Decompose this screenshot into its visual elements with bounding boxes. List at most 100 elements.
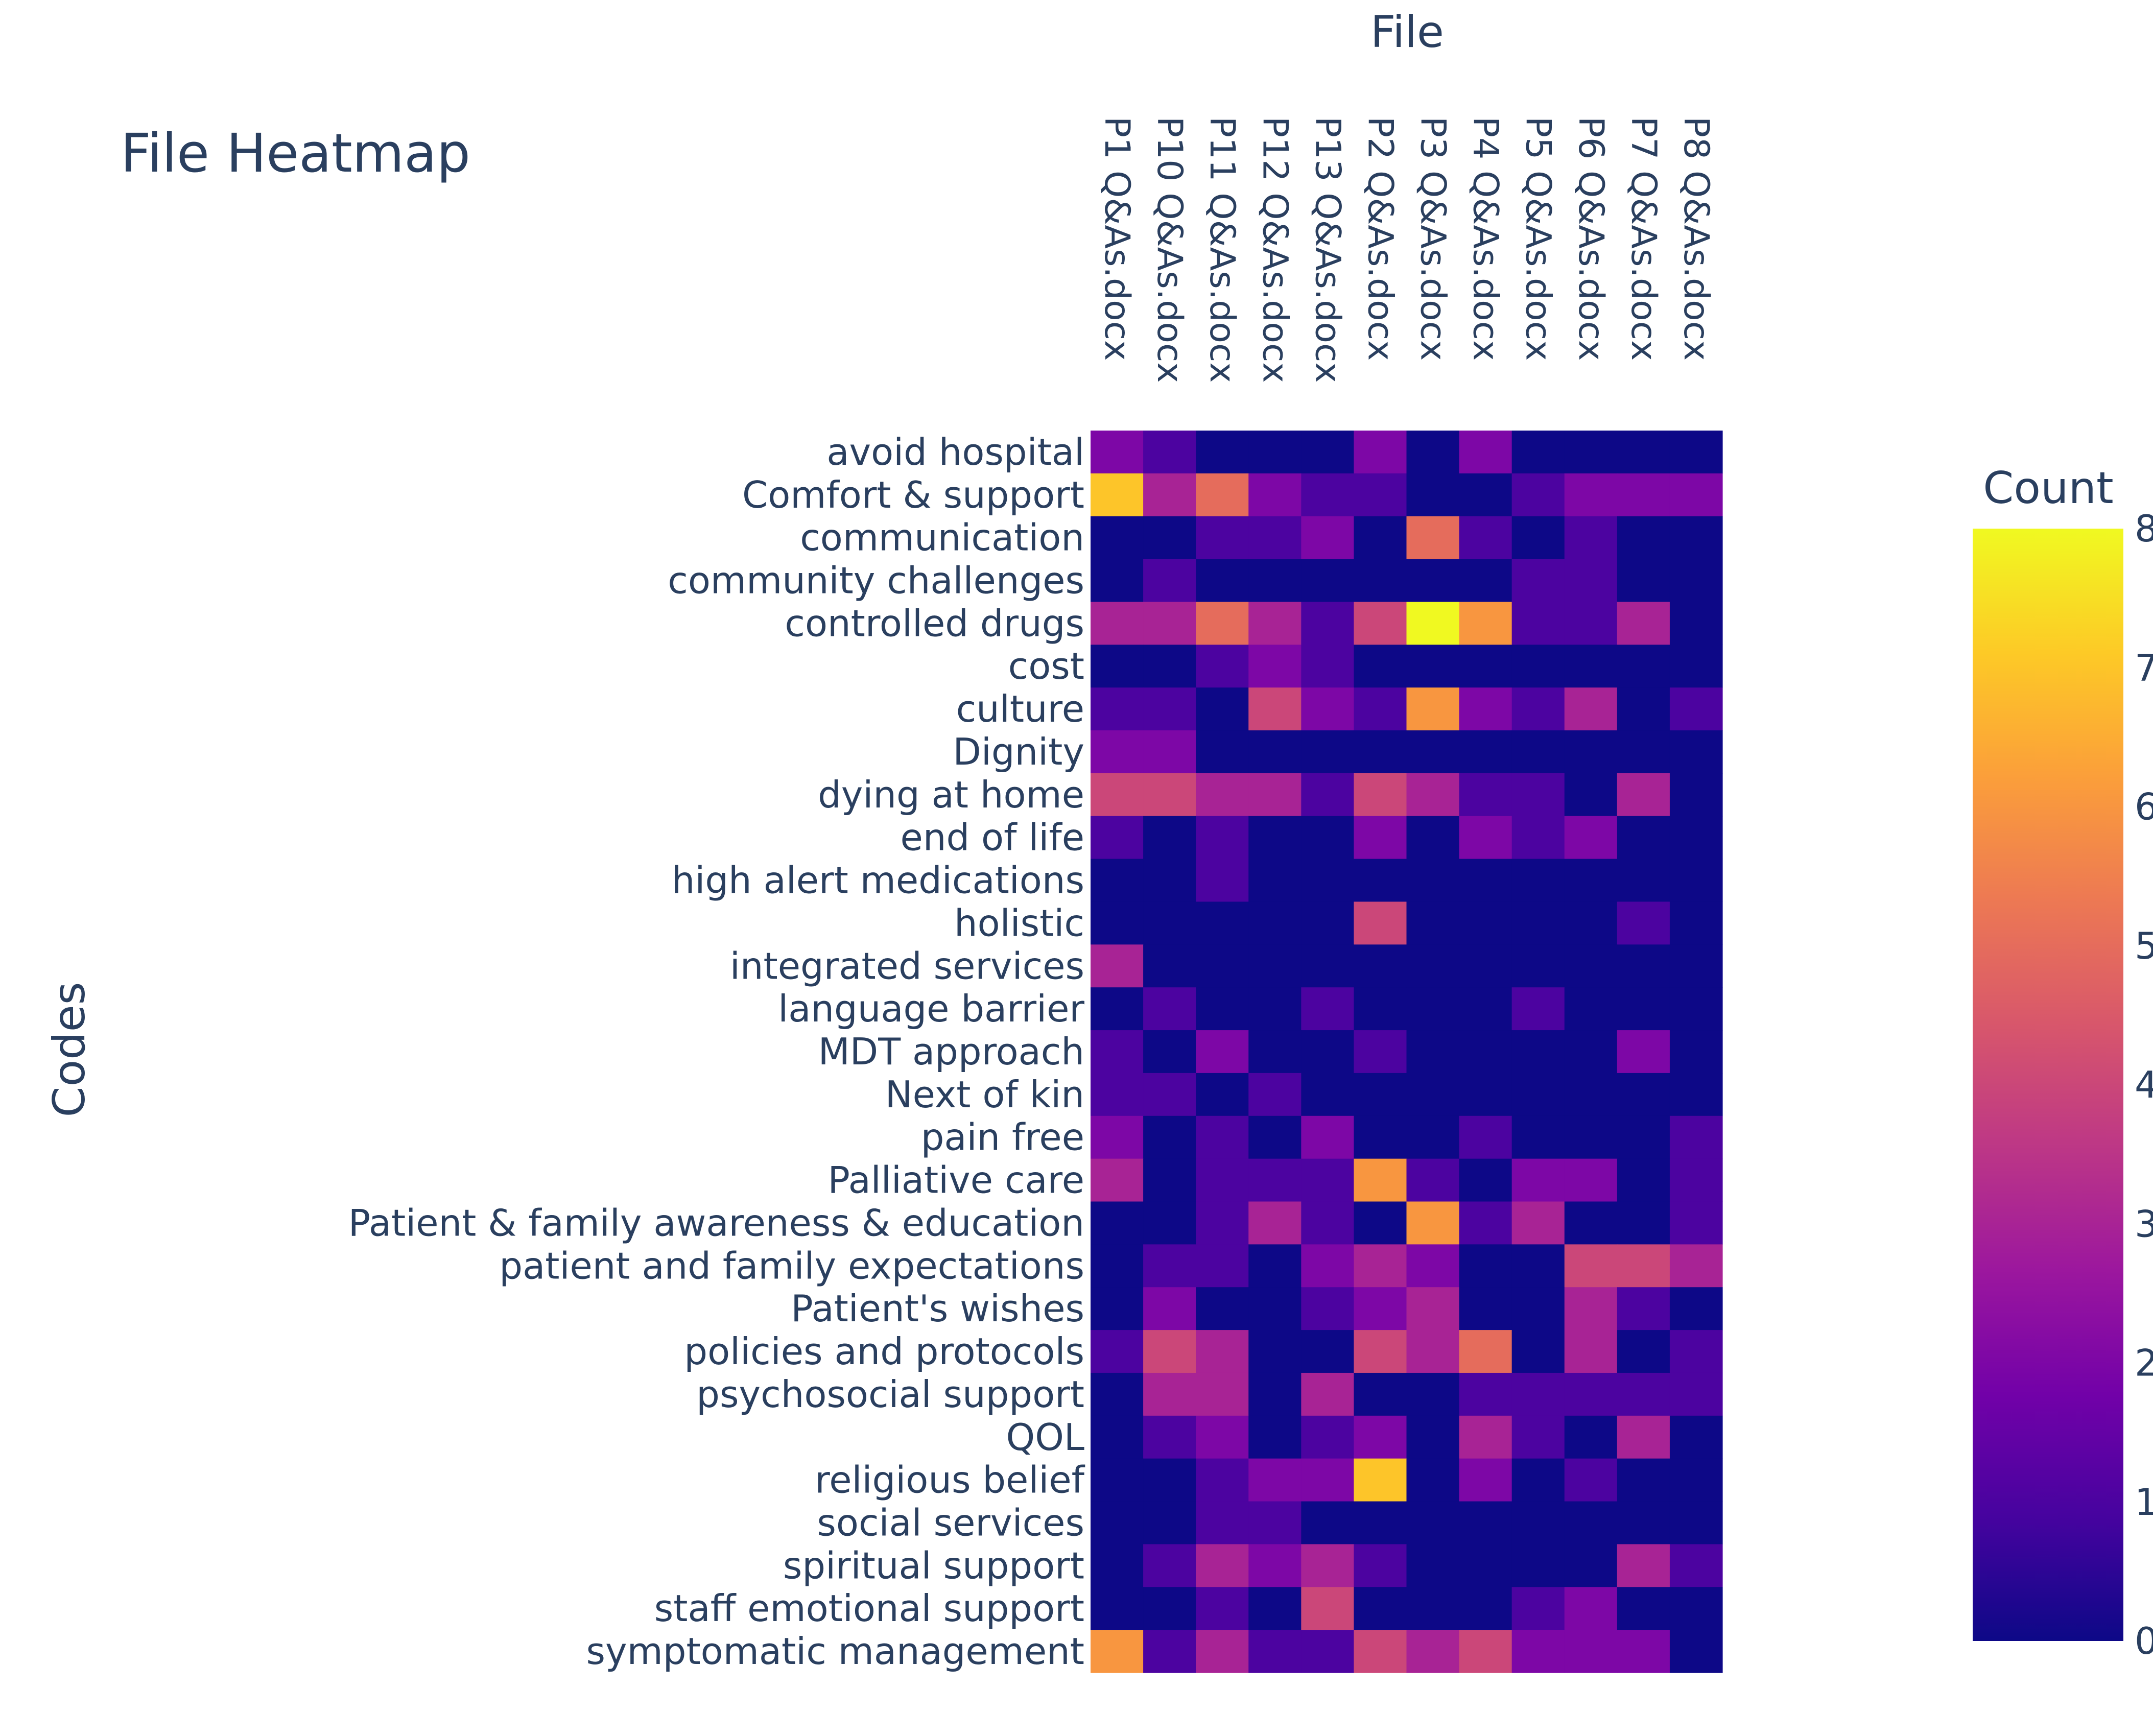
heatmap-cell <box>1406 1201 1460 1245</box>
heatmap-cell <box>1143 1630 1196 1673</box>
y-tick-label: staff emotional support <box>654 1587 1084 1630</box>
heatmap-cell <box>1143 987 1196 1031</box>
heatmap-cell <box>1459 645 1512 688</box>
heatmap-cell <box>1669 1158 1723 1202</box>
heatmap-cell <box>1091 602 1144 645</box>
heatmap-cell <box>1248 1158 1302 1202</box>
heatmap-cell <box>1091 687 1144 731</box>
heatmap-cell <box>1301 816 1355 860</box>
heatmap-cell <box>1301 1458 1355 1502</box>
heatmap-cell <box>1248 1372 1302 1416</box>
heatmap-cell <box>1617 1330 1670 1373</box>
heatmap-cell <box>1511 1330 1565 1373</box>
heatmap-cell <box>1248 1244 1302 1288</box>
y-tick-label: spiritual support <box>783 1544 1084 1587</box>
heatmap-cell <box>1406 987 1460 1031</box>
heatmap-cell <box>1511 1415 1565 1459</box>
heatmap-cell <box>1459 1158 1512 1202</box>
heatmap-cell <box>1091 1115 1144 1159</box>
heatmap-cell <box>1406 859 1460 902</box>
heatmap-cell <box>1248 1630 1302 1673</box>
y-tick-label: dying at home <box>818 773 1084 816</box>
heatmap-cell <box>1511 1158 1565 1202</box>
heatmap-cell <box>1669 559 1723 603</box>
heatmap-cell <box>1459 1544 1512 1587</box>
heatmap-cell <box>1406 516 1460 560</box>
heatmap-cell <box>1196 944 1249 988</box>
heatmap-cell <box>1564 1287 1618 1330</box>
heatmap-cell <box>1564 901 1618 945</box>
heatmap-cell <box>1301 1244 1355 1288</box>
heatmap-cell <box>1354 1458 1407 1502</box>
heatmap-cell <box>1143 859 1196 902</box>
y-tick-label: QOL <box>1006 1416 1084 1459</box>
heatmap-cell <box>1459 516 1512 560</box>
x-tick-label: P5 Q&As.docx <box>1518 116 1558 361</box>
heatmap-cell <box>1406 1030 1460 1074</box>
heatmap-cell <box>1406 431 1460 474</box>
heatmap-cell <box>1617 1501 1670 1545</box>
heatmap-cell <box>1301 1158 1355 1202</box>
heatmap-cell <box>1301 516 1355 560</box>
y-tick-label: Patient's wishes <box>791 1287 1084 1330</box>
heatmap-cell <box>1354 816 1407 860</box>
heatmap-cell <box>1354 1330 1407 1373</box>
x-tick-label: P7 Q&As.docx <box>1623 116 1664 361</box>
x-tick-label: P2 Q&As.docx <box>1360 116 1400 361</box>
heatmap-cell <box>1354 859 1407 902</box>
heatmap-cell <box>1406 559 1460 603</box>
heatmap-cell <box>1248 1415 1302 1459</box>
heatmap-cell <box>1091 1073 1144 1116</box>
heatmap-cell <box>1511 1544 1565 1587</box>
heatmap-cell <box>1354 431 1407 474</box>
heatmap-cell <box>1143 1158 1196 1202</box>
y-tick-label: culture <box>956 687 1084 730</box>
heatmap-cell <box>1406 1501 1460 1545</box>
heatmap-cell <box>1564 1415 1618 1459</box>
heatmap-cell <box>1511 859 1565 902</box>
heatmap-cell <box>1354 730 1407 774</box>
heatmap-cell <box>1301 1201 1355 1245</box>
heatmap-cell <box>1248 1330 1302 1373</box>
heatmap-cell <box>1459 859 1512 902</box>
heatmap-cell <box>1564 1544 1618 1587</box>
heatmap-cell <box>1669 1330 1723 1373</box>
heatmap-cell <box>1406 1630 1460 1673</box>
heatmap-cell <box>1564 516 1618 560</box>
heatmap-cell <box>1564 859 1618 902</box>
heatmap-cell <box>1564 1587 1618 1630</box>
y-tick-label: Palliative care <box>828 1159 1085 1202</box>
heatmap-cell <box>1248 1030 1302 1074</box>
heatmap-cell <box>1248 944 1302 988</box>
heatmap-cell <box>1511 1244 1565 1288</box>
heatmap-cell <box>1301 1372 1355 1416</box>
heatmap-cell <box>1143 1587 1196 1630</box>
heatmap-cell <box>1143 1201 1196 1245</box>
x-tick-label: P13 Q&As.docx <box>1307 116 1347 383</box>
heatmap-cell <box>1301 645 1355 688</box>
heatmap-cell <box>1459 1415 1512 1459</box>
heatmap-cell <box>1196 1073 1249 1116</box>
heatmap-cell <box>1669 516 1723 560</box>
heatmap-cell <box>1248 687 1302 731</box>
heatmap-cell <box>1459 944 1512 988</box>
heatmap-cell <box>1248 1073 1302 1116</box>
y-tick-label: Comfort & support <box>742 473 1084 516</box>
heatmap-cell <box>1301 687 1355 731</box>
heatmap-cell <box>1143 1244 1196 1288</box>
heatmap-cell <box>1248 645 1302 688</box>
heatmap-cell <box>1617 1030 1670 1074</box>
heatmap-cell <box>1091 431 1144 474</box>
heatmap-cell <box>1617 1630 1670 1673</box>
heatmap-cell <box>1511 1501 1565 1545</box>
heatmap-cell <box>1091 473 1144 517</box>
heatmap-cell <box>1354 687 1407 731</box>
heatmap-cell <box>1248 987 1302 1031</box>
colorbar-tick-label: 8 <box>2135 507 2153 550</box>
heatmap-cell <box>1459 1244 1512 1288</box>
heatmap-cell <box>1511 1287 1565 1330</box>
colorbar-tick-label: 2 <box>2135 1342 2153 1385</box>
heatmap-cell <box>1459 1073 1512 1116</box>
colorbar-tick-label: 4 <box>2135 1063 2153 1106</box>
